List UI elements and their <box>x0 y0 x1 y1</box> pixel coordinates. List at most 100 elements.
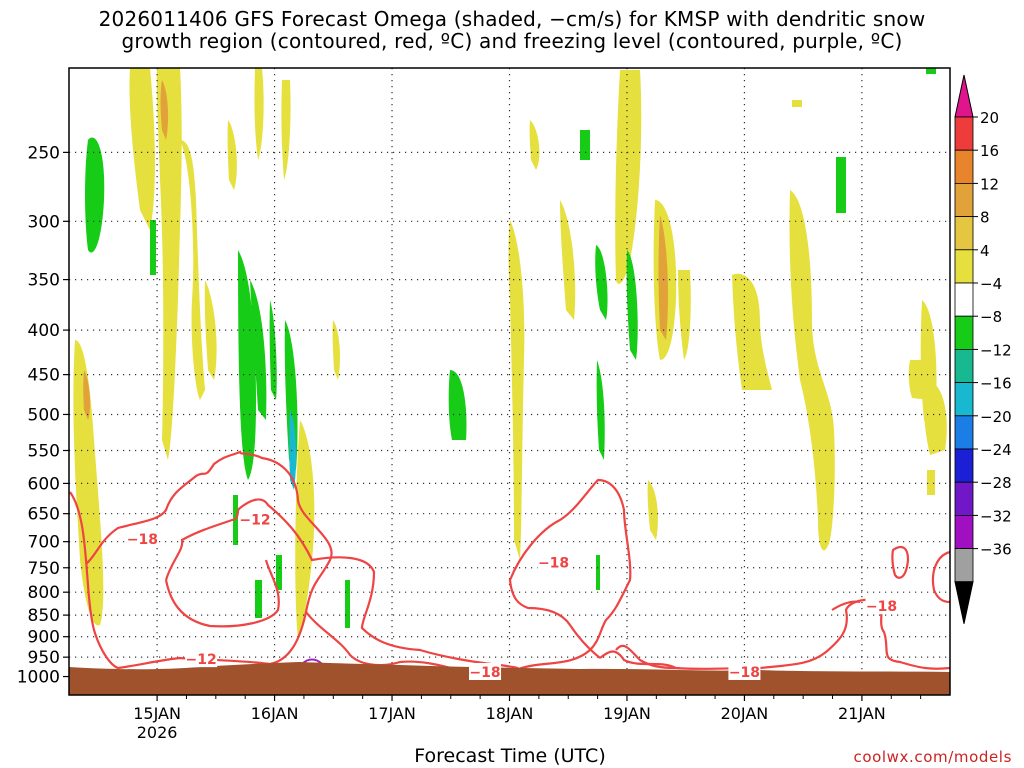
colorbar-swatch <box>954 348 974 383</box>
omega-pos-18 <box>732 273 772 390</box>
x-tick-label: 20JAN <box>721 704 769 723</box>
contour-label: −18 <box>538 556 569 572</box>
colorbar-label: −32 <box>980 507 1012 525</box>
contour-label: −18 <box>729 665 760 681</box>
contour-label: −18 <box>866 599 897 615</box>
contour-label-bg <box>238 510 271 528</box>
contour-label: −12 <box>239 512 270 528</box>
omega-pos-22 <box>923 380 947 455</box>
omega-neg-1 <box>85 137 105 253</box>
dgz-contour-mid-foot <box>599 598 951 670</box>
omega-pos-9 <box>295 420 315 640</box>
dgz-contour-right-ring <box>891 545 910 579</box>
omega-pos-24 <box>792 100 802 107</box>
colorbar-label: −24 <box>980 441 1012 459</box>
colorbar-label: 4 <box>980 242 990 260</box>
colorbar-swatch <box>954 448 974 483</box>
y-tick-label: 850 <box>28 606 60 626</box>
y-tick-label: 500 <box>28 405 60 425</box>
omega-pos-7 <box>254 68 264 160</box>
omega-pos-12 <box>529 120 540 170</box>
omega-neg-18 <box>596 555 600 590</box>
colorbar-label: −36 <box>980 541 1012 559</box>
omega-neg-11 <box>580 130 590 160</box>
omega-pos-19 <box>789 190 835 551</box>
y-tick-label: 650 <box>28 505 60 525</box>
omega-pos-14 <box>615 70 642 284</box>
contour-label-bg <box>537 553 570 571</box>
x-tick-label: 18JAN <box>486 704 534 723</box>
omega-neg-9 <box>626 250 638 360</box>
y-tick-label: 350 <box>28 271 60 291</box>
colorbar-label: 20 <box>980 109 999 127</box>
y-tick-label: 700 <box>28 533 60 553</box>
x-axis-title: Forecast Time (UTC) <box>414 745 606 767</box>
colorbar-label: −20 <box>980 408 1012 426</box>
omega-pos-3 <box>156 68 182 460</box>
colorbar-label: 16 <box>980 142 999 160</box>
colorbar-swatch <box>954 182 974 217</box>
colorbar-swatch <box>954 116 974 151</box>
y-tick-label: 450 <box>28 366 60 386</box>
omega-pos-8 <box>281 80 291 180</box>
colorbar-swatch <box>954 315 974 350</box>
colorbar-label: −4 <box>980 275 1002 293</box>
omega-pos-6 <box>227 120 237 190</box>
y-tick-label: 600 <box>28 474 60 494</box>
omega-neg-2 <box>150 220 156 275</box>
contour-label-bg <box>469 662 502 680</box>
colorbar-swatch <box>954 216 974 251</box>
y-tick-label: 1000 <box>17 668 60 688</box>
ground-fill <box>69 662 950 695</box>
colorbar-label: −16 <box>980 375 1012 393</box>
omega-neg-15 <box>276 555 282 590</box>
omega-neg-3 <box>238 250 256 480</box>
y-tick-label: 950 <box>28 648 60 668</box>
omega-neg-4 <box>250 280 267 420</box>
omega-neg-13 <box>926 68 936 74</box>
colorbar-swatch <box>954 249 974 284</box>
colorbar-label: 8 <box>980 209 990 227</box>
omega-pos-13 <box>560 200 576 320</box>
omega-neg-core-1 <box>289 410 297 490</box>
omega-pos-core-3 <box>658 215 668 340</box>
contour-label-bg <box>728 662 761 680</box>
omega-pos-1 <box>73 340 104 626</box>
chart-title-line-2: growth region (contoured, red, ºC) and f… <box>121 29 903 53</box>
contour-label: −18 <box>469 665 500 681</box>
colorbar-top-arrow <box>954 74 974 118</box>
colorbar-label: −12 <box>980 341 1012 359</box>
contour-label-bg <box>865 597 898 615</box>
colorbar-label: 12 <box>980 175 999 193</box>
omega-neg-8 <box>595 245 608 320</box>
omega-pos-core-1 <box>160 80 169 140</box>
omega-pos-2 <box>129 68 155 230</box>
dgz-contour-mid-peak <box>508 478 632 672</box>
colorbar-swatch <box>954 481 974 516</box>
dgz-contour-right-edge <box>931 550 951 604</box>
omega-pos-11 <box>508 220 525 560</box>
omega-neg-16 <box>345 580 350 628</box>
colorbar-label: −28 <box>980 474 1012 492</box>
dgz-contour-left-inner <box>164 498 520 671</box>
contour-label: −12 <box>186 652 217 668</box>
omega-neg-7 <box>448 370 467 440</box>
x-tick-label: 17JAN <box>368 704 416 723</box>
colorbar: 20 16 12 8 4 −4 −8 −12 −16 −20 −24 −28 −32 −36 <box>954 74 1012 624</box>
x-tick-label: 21JAN <box>838 704 886 723</box>
x-tick-label: 19JAN <box>603 704 651 723</box>
y-tick-label: 750 <box>28 559 60 579</box>
colorbar-label: −8 <box>980 308 1002 326</box>
omega-pos-23 <box>927 470 935 495</box>
colorbar-swatch <box>954 382 974 417</box>
dgz-contour-mid-right-loop <box>615 644 677 670</box>
y-tick-label: 300 <box>28 212 60 232</box>
omega-neg-10 <box>596 360 605 460</box>
y-tick-label: 400 <box>28 321 60 341</box>
grid-lines <box>69 68 950 695</box>
contour-label-bg <box>126 529 159 547</box>
colorbar-bottom-arrow <box>954 581 974 624</box>
credit-link[interactable]: coolwx.com/models <box>853 748 1012 766</box>
